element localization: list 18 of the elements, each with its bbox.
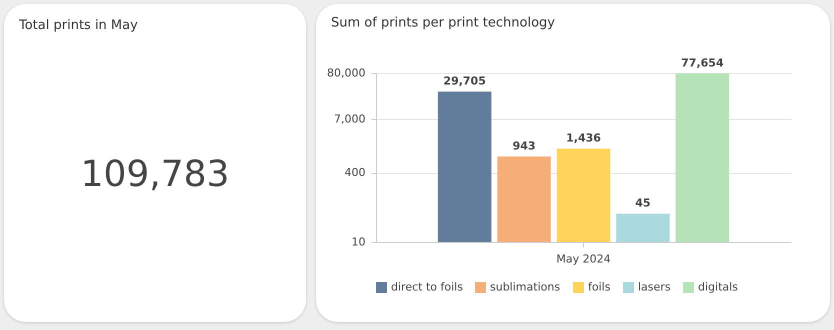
text: Total prints in May [19, 18, 138, 33]
legend-label: sublimations [490, 280, 560, 294]
data-label: 77,654 [681, 56, 724, 70]
x-tick-label: May 2024 [556, 252, 611, 266]
legend-label: foils [588, 280, 611, 294]
y-tick-label: 7,000 [334, 112, 366, 126]
legend-label: lasers [638, 280, 671, 294]
y-tick-label: 400 [344, 166, 366, 180]
text: 109,783 [80, 154, 230, 195]
legend-label: direct to foils [391, 280, 464, 294]
data-label: 45 [635, 196, 651, 210]
legend-label: digitals [698, 280, 738, 294]
data-label: 1,436 [566, 132, 602, 145]
y-tick-label: 80,000 [327, 66, 366, 80]
y-tick-label: 10 [352, 236, 366, 248]
data-label: 29,705 [443, 74, 486, 88]
data-label: 943 [512, 140, 536, 153]
chart-title: Sum of prints per print technology [331, 16, 556, 31]
